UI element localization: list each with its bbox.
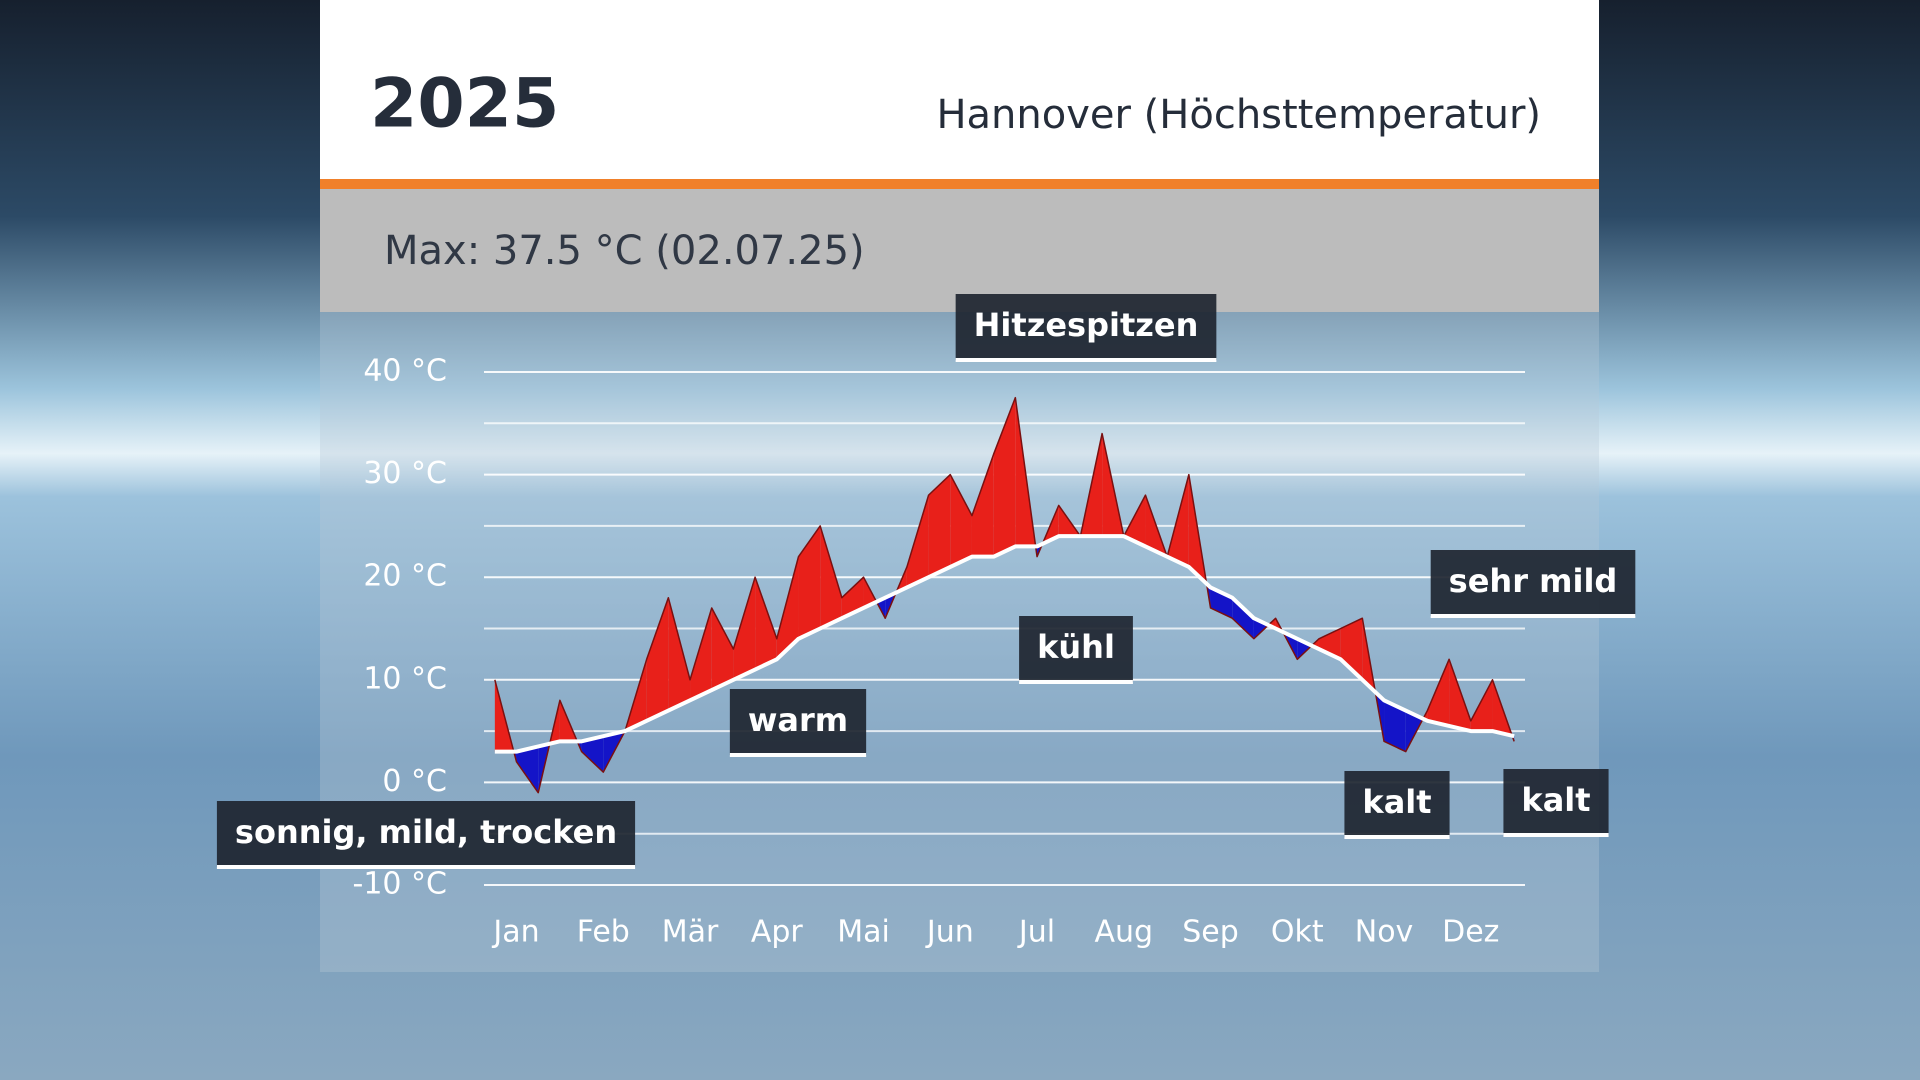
annotation-box <box>1430 550 1636 616</box>
annotation: warm <box>729 689 867 757</box>
anomaly-area <box>1449 659 1471 732</box>
anomaly-area <box>668 597 691 711</box>
y-tick-label: 10 °C <box>363 661 447 696</box>
x-tick-label: Dez <box>1442 915 1499 950</box>
anomaly-area <box>1123 495 1146 547</box>
x-tick-label: Mai <box>837 915 890 950</box>
anomaly-area <box>950 474 972 567</box>
annotation-box <box>1503 769 1609 835</box>
y-tick-label: 20 °C <box>363 559 447 594</box>
anomaly-area <box>928 474 951 578</box>
annotation: sehr mild <box>1430 550 1636 618</box>
y-tick-label: -10 °C <box>353 867 447 902</box>
x-tick-label: Mär <box>662 915 719 950</box>
anomaly-area <box>993 397 1016 557</box>
anomaly-area <box>971 454 994 557</box>
x-tick-label: Aug <box>1094 915 1153 950</box>
anomaly-area <box>1384 700 1406 752</box>
anomaly-area <box>646 597 669 721</box>
chart-panel <box>320 312 1599 972</box>
x-tick-label: Apr <box>751 915 804 950</box>
chart-subtitle: Hannover (Höchsttemperatur) <box>936 92 1541 138</box>
anomaly-area <box>581 736 604 773</box>
anomaly-area <box>1470 679 1493 732</box>
x-tick-label: Sep <box>1182 915 1239 950</box>
anomaly-area <box>798 525 821 639</box>
x-tick-label: Jan <box>491 915 539 950</box>
temperature-line <box>494 396 1515 794</box>
anomaly-area <box>516 746 539 793</box>
anomaly-area <box>820 525 842 629</box>
x-tick-label: Nov <box>1355 915 1414 950</box>
chart-title: 2025 <box>370 65 559 144</box>
info-band <box>320 189 1599 312</box>
annotation-box <box>1344 771 1450 837</box>
annotation-label: kühl <box>1037 628 1115 666</box>
x-tick-label: Okt <box>1271 915 1324 950</box>
anomaly-area <box>690 607 712 701</box>
x-tick-label: Jul <box>1017 915 1055 950</box>
anomaly-area <box>711 607 734 691</box>
annotation-box <box>1019 616 1133 682</box>
annotation-box <box>955 294 1217 360</box>
header <box>320 0 1599 180</box>
anomaly-area <box>733 577 756 680</box>
annotation: sonnig, mild, trocken <box>216 801 636 869</box>
x-tick-label: Feb <box>577 915 630 950</box>
annotation: kalt <box>1503 769 1609 837</box>
normal-line <box>494 534 1515 754</box>
annotation-box <box>216 801 636 867</box>
y-tick-label: 40 °C <box>363 354 447 389</box>
annotation-label: kalt <box>1521 781 1590 819</box>
anomaly-area <box>1232 597 1254 639</box>
anomaly-area <box>776 556 799 660</box>
annotation-label: warm <box>748 701 848 739</box>
y-tick-label: 30 °C <box>363 456 447 491</box>
annotation-label: Hitzespitzen <box>974 306 1199 344</box>
anomaly-area <box>1405 710 1424 752</box>
x-tick-label: Jun <box>925 915 974 950</box>
anomaly-area <box>1427 659 1450 726</box>
anomaly-area <box>841 577 864 619</box>
annotation-box <box>729 689 867 755</box>
annotation-label: sehr mild <box>1449 562 1618 600</box>
annotation: kalt <box>1344 771 1450 839</box>
annotation-label: kalt <box>1362 783 1431 821</box>
y-tick-label: 0 °C <box>382 764 447 799</box>
anomaly-area <box>755 577 777 670</box>
annotation-label: sonnig, mild, trocken <box>235 813 617 851</box>
max-label: Max: 37.5 °C (02.07.25) <box>384 228 865 274</box>
annotation: Hitzespitzen <box>955 294 1217 362</box>
anomaly-area <box>906 495 929 588</box>
anomaly-area <box>1253 618 1269 639</box>
annotation: kühl <box>1019 616 1133 684</box>
header-rule <box>320 179 1599 189</box>
